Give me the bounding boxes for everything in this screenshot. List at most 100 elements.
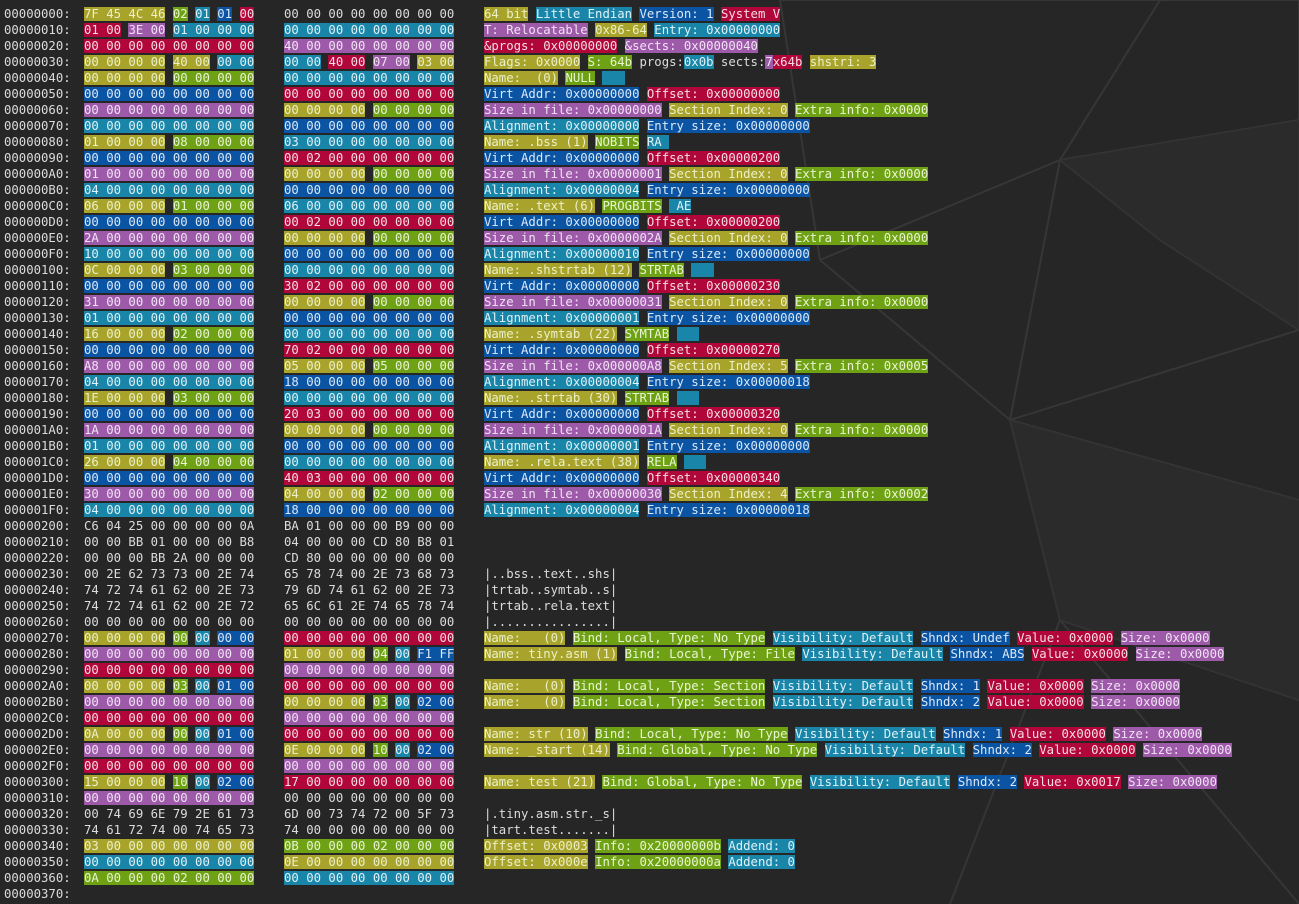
highlight-segment: Offset: 0x00000200 [646,215,781,229]
hex-bytes-left: 00 00 BB 01 00 00 00 B8 [84,534,254,550]
hex-bytes-left: 01 00 3E 00 01 00 00 00 [84,22,255,38]
hex-bytes-right: 79 6D 74 61 62 00 2E 73 [284,582,454,598]
highlight-segment: Virt Addr: 0x00000000 [484,87,640,101]
hex-bytes-right: 06 00 00 00 00 00 00 00 [284,198,455,214]
hex-bytes-left: 00 00 00 00 00 00 00 00 [84,342,255,358]
row-address: 00000290: [4,663,71,677]
row-address: 00000250: [4,599,71,613]
hex-bytes-right: 05 00 00 00 05 00 00 00 [284,358,455,374]
highlight-segment: 00 [395,647,410,661]
plain-text: 65 78 74 00 2E 73 68 73 [284,567,455,581]
hex-dump-view[interactable]: 00000000: 7F 45 4C 46 02 01 01 00 00 00 00… [4,6,1232,902]
highlight-segment: 18 00 00 00 00 00 00 00 [284,503,455,517]
decoded-info: Size in file: 0x0000002A Section Index: … [484,230,929,246]
row-address: 00000310: [4,791,71,805]
hexdump-row: 000001E0: 30 00 00 00 00 00 00 00 04 00 00… [4,486,929,502]
hex-bytes-left: 1A 00 00 00 00 00 00 00 [84,422,255,438]
decoded-info: |tart.test.......| [484,822,617,838]
plain-text [165,55,172,69]
highlight-segment: 18 00 00 00 00 00 00 00 [284,375,455,389]
plain-text [639,279,646,293]
highlight-segment: Value: 0x0000 [1039,743,1136,757]
plain-text [788,231,795,245]
row-address: 00000330: [4,823,71,837]
highlight-segment: Value: 0x0000 [1031,647,1129,661]
plain-text [165,7,172,21]
hexdump-row: 00000330: 74 61 72 74 00 74 65 73 74 00 00… [4,822,617,838]
hexdump-row: 00000180: 1E 00 00 00 03 00 00 00 00 00 00… [4,390,699,406]
plain-text [662,423,669,437]
row-address: 000002D0: [4,727,71,741]
highlight-segment: 02 00 00 00 [172,327,255,341]
highlight-segment: 30 02 00 00 00 00 00 00 [284,279,455,293]
row-address: 00000130: [4,311,71,325]
highlight-segment: 31 00 00 00 00 00 00 00 [84,295,255,309]
hex-bytes-left: 10 00 00 00 00 00 00 00 [84,246,255,262]
plain-text [639,247,646,261]
hex-bytes-left: 00 00 00 00 00 00 00 00 [84,854,255,870]
hex-bytes-right: 01 00 00 00 04 00 F1 FF [284,646,455,662]
plain-text [365,487,372,501]
plain-text [165,71,172,85]
hex-bytes-left: 00 2E 62 73 73 00 2E 74 [84,566,254,582]
highlight-segment: Virt Addr: 0x00000000 [484,471,640,485]
row-address: 00000240: [4,583,71,597]
hex-bytes-right: 00 00 00 00 00 00 00 00 [284,262,455,278]
highlight-segment: Name: .text (6) [484,199,596,213]
row-address: 00000150: [4,343,71,357]
highlight-segment: 0C 00 00 00 [84,263,166,277]
row-address: 00000190: [4,407,71,421]
highlight-segment: 00 00 00 00 00 00 00 00 [284,759,455,773]
hexdump-row: 00000090: 00 00 00 00 00 00 00 00 00 02 00… [4,150,781,166]
highlight-segment: 15 00 00 00 [84,775,166,789]
hexdump-row: 00000280: 00 00 00 00 00 00 00 00 01 00 00… [4,646,1225,662]
decoded-info: Name: test (21) Bind: Global, Type: No T… [484,774,1217,790]
decoded-info: Size in file: 0x00000030 Section Index: … [484,486,929,502]
decoded-info: Offset: 0x0003 Info: 0x20000000b Addend:… [484,838,795,854]
hexdump-row: 000001A0: 1A 00 00 00 00 00 00 00 00 00 00… [4,422,929,438]
plain-text [639,135,646,149]
hex-bytes-left: A8 00 00 00 00 00 00 00 [84,358,255,374]
highlight-segment: 00 00 00 00 [284,295,366,309]
row-address: 00000170: [4,375,71,389]
hexdump-row: 00000100: 0C 00 00 00 03 00 00 00 00 00 00… [4,262,714,278]
hex-bytes-right: 00 00 00 00 00 00 00 00 [284,310,455,326]
hexdump-row: 000000E0: 2A 00 00 00 00 00 00 00 00 00 00… [4,230,929,246]
highlight-segment: 02 00 [417,743,455,757]
plain-text [669,327,676,341]
highlight-segment: 02 [172,7,188,21]
hex-bytes-right: 00 00 00 00 00 00 00 00 [284,614,454,630]
highlight-segment: Value: 0x0000 [987,695,1084,709]
hexdump-row: 00000340: 03 00 00 00 00 00 00 00 0B 00 00… [4,838,795,854]
decoded-info: Name: .shstrtab (12) STRTAB [484,262,714,278]
hex-bytes-right: 74 00 00 00 00 00 00 00 [284,822,454,838]
highlight-segment: 00 00 00 00 [284,231,366,245]
highlight-segment: 1E 00 00 00 [84,391,166,405]
highlight-segment: Bind: Local, Type: No Type [595,727,788,741]
hex-bytes-left: 04 00 00 00 00 00 00 00 [84,502,255,518]
row-address: 00000230: [4,567,71,581]
highlight-segment: Visibility: Default [772,695,914,709]
highlight-segment: Shndx: 2 [957,775,1018,789]
plain-text: |tart.test.......| [484,823,618,837]
hex-bytes-right: 65 6C 61 2E 74 65 78 74 [284,598,454,614]
row-address: 000000A0: [4,167,71,181]
plain-text [165,327,172,341]
plain-text [788,487,795,501]
highlight-segment: Size: 0x0000 [1091,679,1180,693]
row-address: 00000160: [4,359,71,373]
plain-text [365,295,372,309]
plain-text [565,679,572,693]
hexdump-row: 00000230: 00 2E 62 73 73 00 2E 74 65 78 74… [4,566,617,582]
plain-text [639,455,646,469]
plain-text [639,151,646,165]
highlight-segment: 16 00 00 00 [84,327,166,341]
plain-text [950,775,957,789]
plain-text [365,359,372,373]
hex-bytes-right: 00 00 00 00 00 00 00 00 [284,182,455,198]
plain-text: 00 00 00 00 00 00 00 00 [284,7,455,21]
highlight-segment: Visibility: Default [772,631,914,645]
highlight-segment: 00 00 00 00 00 00 00 00 [84,647,255,661]
hex-bytes-left: 00 00 00 BB 2A 00 00 00 [84,550,254,566]
hex-bytes-left: 00 00 00 00 00 00 00 00 [84,406,255,422]
